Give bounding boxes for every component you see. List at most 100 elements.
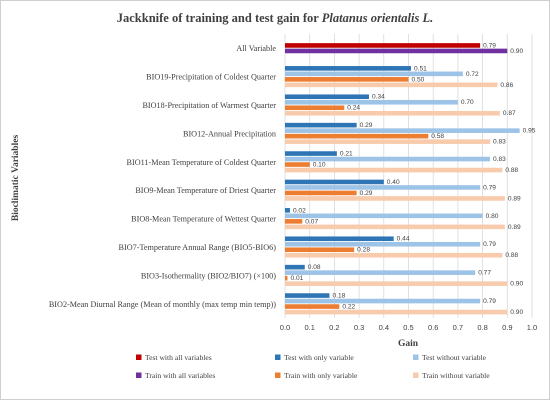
bar: [285, 281, 508, 286]
data-label: 0.18: [332, 292, 345, 299]
bar: [285, 162, 310, 167]
data-label: 0.89: [508, 195, 521, 202]
bar: [285, 298, 481, 304]
bar: [285, 105, 345, 111]
bar: [285, 293, 330, 298]
data-label: 0.21: [340, 150, 353, 157]
x-tick-label: 0.5: [403, 323, 413, 332]
x-tick-label: 0.8: [477, 323, 487, 332]
x-tick-label: 0.6: [428, 323, 438, 332]
data-label: 0.88: [505, 252, 518, 259]
bar: [285, 309, 508, 315]
bar: [285, 304, 340, 309]
bar: [285, 77, 409, 82]
data-label: 0.02: [293, 207, 306, 214]
data-label: 0.79: [483, 184, 496, 191]
bar: [285, 71, 463, 77]
bar: [285, 264, 305, 270]
bar: [285, 94, 369, 100]
data-label: 0.01: [290, 275, 303, 282]
bar: [285, 82, 498, 88]
data-label: 0.83: [493, 156, 506, 163]
bar: [285, 208, 290, 213]
bars: [285, 43, 520, 315]
legend-swatch: [136, 372, 142, 378]
bar: [285, 99, 458, 105]
x-tick-label: 1.0: [527, 323, 537, 332]
bar: [285, 270, 476, 275]
legend-swatch: [275, 354, 281, 360]
data-label: 0.51: [414, 65, 427, 72]
category-label: BIO18-Precipitation of Warmest Quarter: [142, 101, 276, 110]
data-label: 0.07: [305, 218, 318, 225]
gridlines: [284, 34, 533, 318]
data-label: 0.83: [493, 139, 506, 146]
category-labels: All Variable BIO19-Precipitation of Colde…: [49, 44, 277, 309]
bar: [285, 48, 508, 54]
category-label: BIO12-Annual Precipitation: [183, 129, 276, 138]
category-label: BIO19-Precipitation of Coldest Quarter: [146, 73, 276, 82]
bar: [285, 213, 483, 219]
bar: [285, 275, 288, 281]
bar: [285, 236, 394, 242]
data-label: 0.70: [461, 99, 474, 106]
bar: [285, 185, 481, 190]
x-tick-label: 0.1: [304, 323, 314, 332]
data-label: 0.77: [478, 270, 491, 277]
bar: [285, 110, 500, 116]
legend-entry: Test with all variables: [145, 353, 212, 362]
data-label: 0.40: [387, 179, 400, 186]
bar: [285, 122, 357, 128]
data-label: 0.95: [523, 128, 536, 135]
x-tick-label: 0.7: [453, 323, 463, 332]
bar: [285, 241, 481, 247]
category-label: BIO7-Temperature Annual Range (BIO5-BIO6…: [119, 243, 277, 252]
bar: [285, 156, 491, 162]
data-label: 0.79: [483, 298, 496, 305]
data-label: 0.29: [360, 122, 373, 129]
bar: [285, 151, 337, 156]
data-label: 0.90: [510, 281, 523, 288]
bar: [285, 190, 357, 196]
legend-swatch: [413, 354, 419, 360]
bar: [285, 139, 491, 144]
x-tick-label: 0.4: [379, 323, 389, 332]
bar: [285, 196, 505, 201]
legend: Test with all variables Test with only va…: [136, 353, 490, 380]
bar: [285, 128, 520, 133]
x-axis-title: Gain: [398, 339, 419, 349]
x-tick-label: 0.2: [329, 323, 339, 332]
data-label: 0.80: [486, 213, 499, 220]
legend-entry: Train with all variables: [145, 371, 215, 380]
category-label: All Variable: [236, 44, 276, 53]
chart-title-species: Platanus orientalis L.: [322, 11, 433, 25]
chart-title-main: Jackknife of training and test gain for: [117, 11, 322, 25]
bar: [285, 43, 481, 48]
category-label: BIO2-Mean Diurnal Range (Mean of monthly…: [49, 300, 276, 309]
bar: [285, 66, 411, 71]
data-label: 0.08: [308, 264, 321, 271]
x-tick-label: 0.0: [280, 323, 290, 332]
data-label: 0.58: [431, 133, 444, 140]
legend-swatch: [136, 354, 142, 360]
data-label: 0.87: [503, 110, 516, 117]
category-label: BIO11-Mean Temperature of Coldest Quarte…: [127, 158, 277, 167]
data-label: 0.90: [510, 48, 523, 55]
data-label: 0.10: [313, 161, 326, 168]
x-tick-label: 0.9: [502, 323, 512, 332]
bar: [285, 167, 503, 173]
data-label: 0.50: [412, 76, 425, 83]
legend-swatch: [275, 372, 281, 378]
data-label: 0.34: [372, 94, 385, 101]
data-label: 0.79: [483, 241, 496, 248]
data-label: 0.90: [510, 309, 523, 316]
data-label: 0.72: [466, 71, 479, 78]
legend-entry: Train with only variable: [284, 371, 358, 380]
x-tick-label: 0.3: [354, 323, 364, 332]
data-label: 0.44: [397, 236, 410, 243]
y-axis-title: Bioclimatic Variables: [11, 135, 21, 222]
data-label: 0.28: [357, 247, 370, 254]
data-label: 0.29: [360, 190, 373, 197]
value-labels: 0.79 0.90 0.51 0.72 0.50 0.86 0.34 0.70 0.24 0.87…: [290, 42, 535, 316]
data-label: 0.79: [483, 42, 496, 49]
